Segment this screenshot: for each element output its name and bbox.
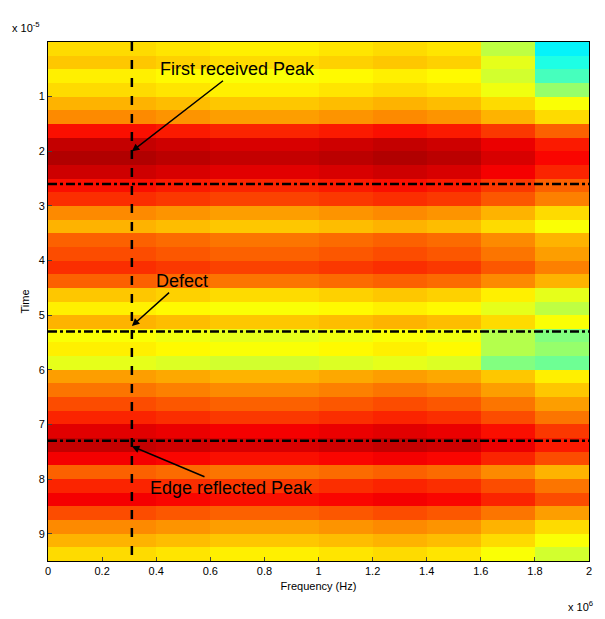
svg-text:1: 1 [315,565,321,577]
svg-text:Time: Time [19,289,31,313]
svg-text:0.2: 0.2 [94,565,109,577]
svg-text:5: 5 [39,309,45,321]
svg-text:7: 7 [39,418,45,430]
svg-text:1: 1 [39,90,45,102]
svg-text:Defect: Defect [156,271,208,291]
svg-text:2: 2 [586,565,592,577]
svg-text:9: 9 [39,528,45,540]
svg-text:0.8: 0.8 [257,565,272,577]
svg-text:6: 6 [39,364,45,376]
svg-text:Edge reflected Peak: Edge reflected Peak [150,478,313,498]
svg-text:8: 8 [39,473,45,485]
svg-text:2: 2 [39,145,45,157]
svg-text:1.4: 1.4 [419,565,434,577]
svg-text:x 10​6​: x 10​6​ [568,599,593,613]
svg-text:First received Peak: First received Peak [160,59,315,79]
svg-text:1.2: 1.2 [365,565,380,577]
svg-text:1.8: 1.8 [527,565,542,577]
svg-text:1.6: 1.6 [473,565,488,577]
svg-text:3: 3 [39,200,45,212]
svg-text:x 10​-5​: x 10​-5​ [12,20,40,34]
svg-text:0: 0 [45,565,51,577]
svg-text:Frequency (Hz): Frequency (Hz) [281,580,357,592]
svg-text:4: 4 [39,254,45,266]
svg-text:0.6: 0.6 [203,565,218,577]
svg-text:0.4: 0.4 [149,565,164,577]
